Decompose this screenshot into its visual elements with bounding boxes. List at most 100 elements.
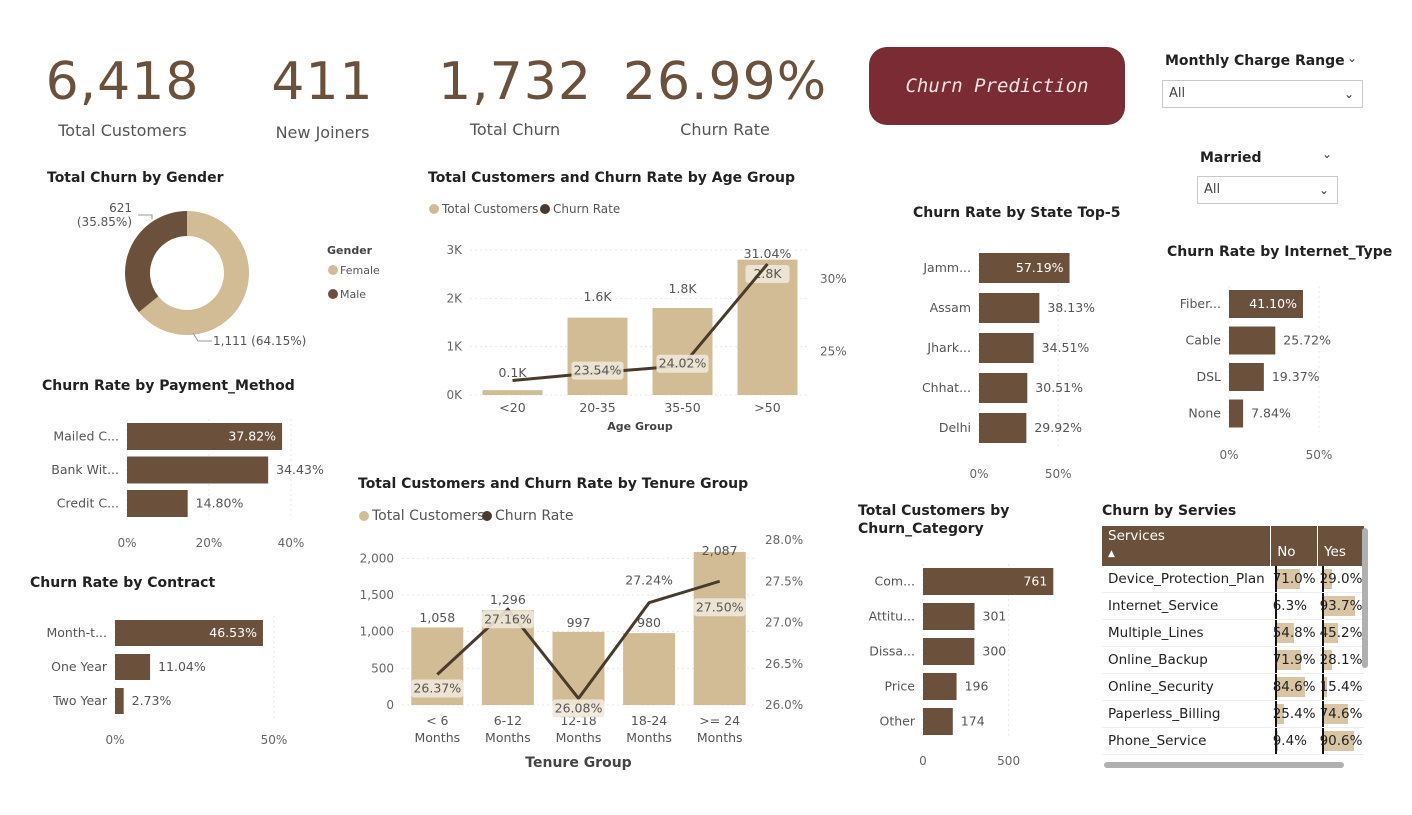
monthly-charge-dropdown[interactable]: All ⌄ bbox=[1162, 80, 1363, 108]
service-no-cell: 25.4% bbox=[1270, 700, 1318, 728]
x-tick-label: 20-35 bbox=[579, 400, 615, 415]
y2-tick-label: 27.5% bbox=[765, 574, 803, 588]
category-label: Attitu... bbox=[869, 609, 915, 624]
bar-data-label: 1,058 bbox=[419, 610, 455, 625]
x-tick-label: Months bbox=[414, 730, 460, 745]
x-tick-label: 6-12 bbox=[494, 713, 522, 728]
age-group-combo-chart: Total Customers Churn Rate 0K 1K 2K 3K 25% 30% <… bbox=[429, 202, 847, 433]
bar bbox=[979, 373, 1028, 403]
male-data-label-value: 621 bbox=[109, 201, 132, 215]
data-label-box bbox=[693, 598, 746, 617]
x-tick-label: >= 24 bbox=[699, 713, 740, 728]
service-yes-bar bbox=[1321, 650, 1332, 670]
category-label: Fiber... bbox=[1180, 296, 1221, 311]
line-data-label: 27.16% bbox=[484, 611, 532, 626]
gender-donut-chart: 1,111 (64.15%) 621(35.85%) Gender Female Mal… bbox=[77, 201, 380, 348]
data-label: 174 bbox=[961, 714, 985, 729]
category-label: Chhat... bbox=[922, 380, 971, 395]
bar-data-label: 980 bbox=[637, 615, 661, 630]
x-tick-label: Months bbox=[556, 730, 602, 745]
table-row[interactable]: Online_Backup 71.9% 28.1% bbox=[1102, 646, 1365, 674]
service-no-bar bbox=[1274, 677, 1306, 697]
y-tick-label: 1,000 bbox=[360, 625, 394, 639]
x-tick-label: 40% bbox=[278, 536, 305, 550]
contract-bar-chart: 0% 50% Month-t... 46.53% One Year 11.04% Two Y… bbox=[46, 616, 287, 747]
married-dropdown[interactable]: All ⌄ bbox=[1197, 176, 1338, 204]
table-horizontal-scrollbar[interactable] bbox=[1104, 762, 1344, 768]
x-axis-title: Tenure Group bbox=[525, 755, 631, 771]
table-row[interactable]: Online_Security 84.6% 15.4% bbox=[1102, 673, 1365, 701]
service-no-cell: 71.9% bbox=[1270, 646, 1318, 674]
cell-axis-line bbox=[1321, 620, 1324, 646]
age-chart-title: Total Customers and Churn Rate by Age Gr… bbox=[428, 170, 796, 186]
y-tick-label: 500 bbox=[371, 661, 394, 675]
chevron-down-icon[interactable]: ⌄ bbox=[1322, 147, 1333, 161]
married-slicer-title: Married bbox=[1200, 150, 1262, 166]
data-label: 761 bbox=[1023, 574, 1047, 589]
churn-category-bar-chart: 0 500 Com... 761 Attitu... 301 Dissa... 300 Pric… bbox=[869, 564, 1054, 768]
x-tick-label: 500 bbox=[997, 754, 1020, 768]
x-tick-label: 0 bbox=[919, 754, 927, 768]
data-label: 29.92% bbox=[1034, 420, 1082, 435]
bar-data-label: 0.1K bbox=[498, 365, 527, 380]
cell-axis-line bbox=[1321, 728, 1324, 754]
line-data-label: 23.54% bbox=[574, 363, 622, 378]
bar-data-label: 997 bbox=[567, 615, 591, 630]
monthly-charge-slicer-title: Monthly Charge Range bbox=[1165, 53, 1345, 69]
bar bbox=[923, 673, 957, 700]
bar bbox=[115, 654, 151, 680]
table-row[interactable]: Phone_Service 9.4% 90.6% bbox=[1102, 727, 1365, 755]
state-bar-chart: 0% 50% Jamm... 57.19% Assam 38.13% Jhark... 34.… bbox=[922, 249, 1095, 481]
bar bbox=[979, 333, 1034, 363]
y-tick-label: 2K bbox=[446, 291, 463, 305]
service-no-cell: 84.6% bbox=[1270, 673, 1318, 701]
bar bbox=[1229, 290, 1303, 318]
legend-marker bbox=[359, 511, 369, 521]
category-label: Jhark... bbox=[926, 340, 971, 355]
x-tick-label: 20% bbox=[196, 536, 223, 550]
service-yes-value: 28.1% bbox=[1319, 652, 1363, 668]
churn-rate-line bbox=[436, 579, 721, 701]
service-yes-value: 45.2% bbox=[1319, 625, 1363, 641]
table-vertical-scrollbar[interactable] bbox=[1362, 528, 1368, 668]
chevron-down-icon: ⌄ bbox=[1343, 87, 1354, 101]
service-no-value: 71.9% bbox=[1272, 652, 1316, 668]
table-row[interactable]: Internet_Service 6.3% 93.7% bbox=[1102, 592, 1365, 620]
data-label: 11.04% bbox=[158, 659, 206, 674]
table-row[interactable]: Multiple_Lines 54.8% 45.2% bbox=[1102, 619, 1365, 647]
kpi-churn-rate-label: Churn Rate bbox=[680, 120, 770, 139]
churn-prediction-button[interactable]: Churn Prediction bbox=[869, 47, 1125, 125]
services-header[interactable]: Services ▲ bbox=[1102, 526, 1272, 566]
y2-tick-label: 30% bbox=[820, 272, 847, 286]
chevron-down-icon[interactable]: ⌄ bbox=[1347, 51, 1358, 65]
no-header[interactable]: No bbox=[1270, 526, 1319, 566]
bar bbox=[127, 423, 283, 450]
data-label-box bbox=[481, 610, 534, 629]
bar bbox=[552, 631, 605, 705]
line-data-label: 27.24% bbox=[625, 573, 673, 588]
service-name: Online_Backup bbox=[1102, 646, 1271, 674]
table-row[interactable]: Paperless_Billing 25.4% 74.6% bbox=[1102, 700, 1365, 728]
yes-header[interactable]: Yes bbox=[1317, 526, 1365, 566]
category-label: Two Year bbox=[52, 693, 108, 708]
service-yes-cell: 29.0% bbox=[1317, 566, 1365, 593]
y2-tick-label: 26.5% bbox=[765, 657, 803, 671]
bar-data-label: 1,296 bbox=[490, 592, 526, 607]
category-label: Bank Wit... bbox=[51, 462, 119, 477]
data-label: 34.51% bbox=[1042, 340, 1090, 355]
cell-axis-line bbox=[1274, 593, 1277, 619]
service-yes-cell: 15.4% bbox=[1317, 673, 1365, 701]
legend-marker bbox=[482, 511, 492, 521]
service-name: Device_Protection_Plan bbox=[1102, 566, 1271, 593]
contract-chart-title: Churn Rate by Contract bbox=[30, 575, 216, 591]
internet-chart-title: Churn Rate by Internet_Type bbox=[1167, 244, 1393, 260]
table-row[interactable]: Device_Protection_Plan 71.0% 29.0% bbox=[1102, 566, 1365, 593]
x-tick-label: <20 bbox=[499, 400, 525, 415]
kpi-total-churn-value: 1,732 bbox=[438, 52, 592, 112]
data-label: 57.19% bbox=[1016, 260, 1064, 275]
x-axis-title: Age Group bbox=[607, 420, 673, 433]
service-name: Internet_Service bbox=[1102, 592, 1271, 620]
legend-marker bbox=[328, 265, 338, 275]
data-label: 19.37% bbox=[1272, 369, 1320, 384]
bar bbox=[652, 308, 713, 395]
